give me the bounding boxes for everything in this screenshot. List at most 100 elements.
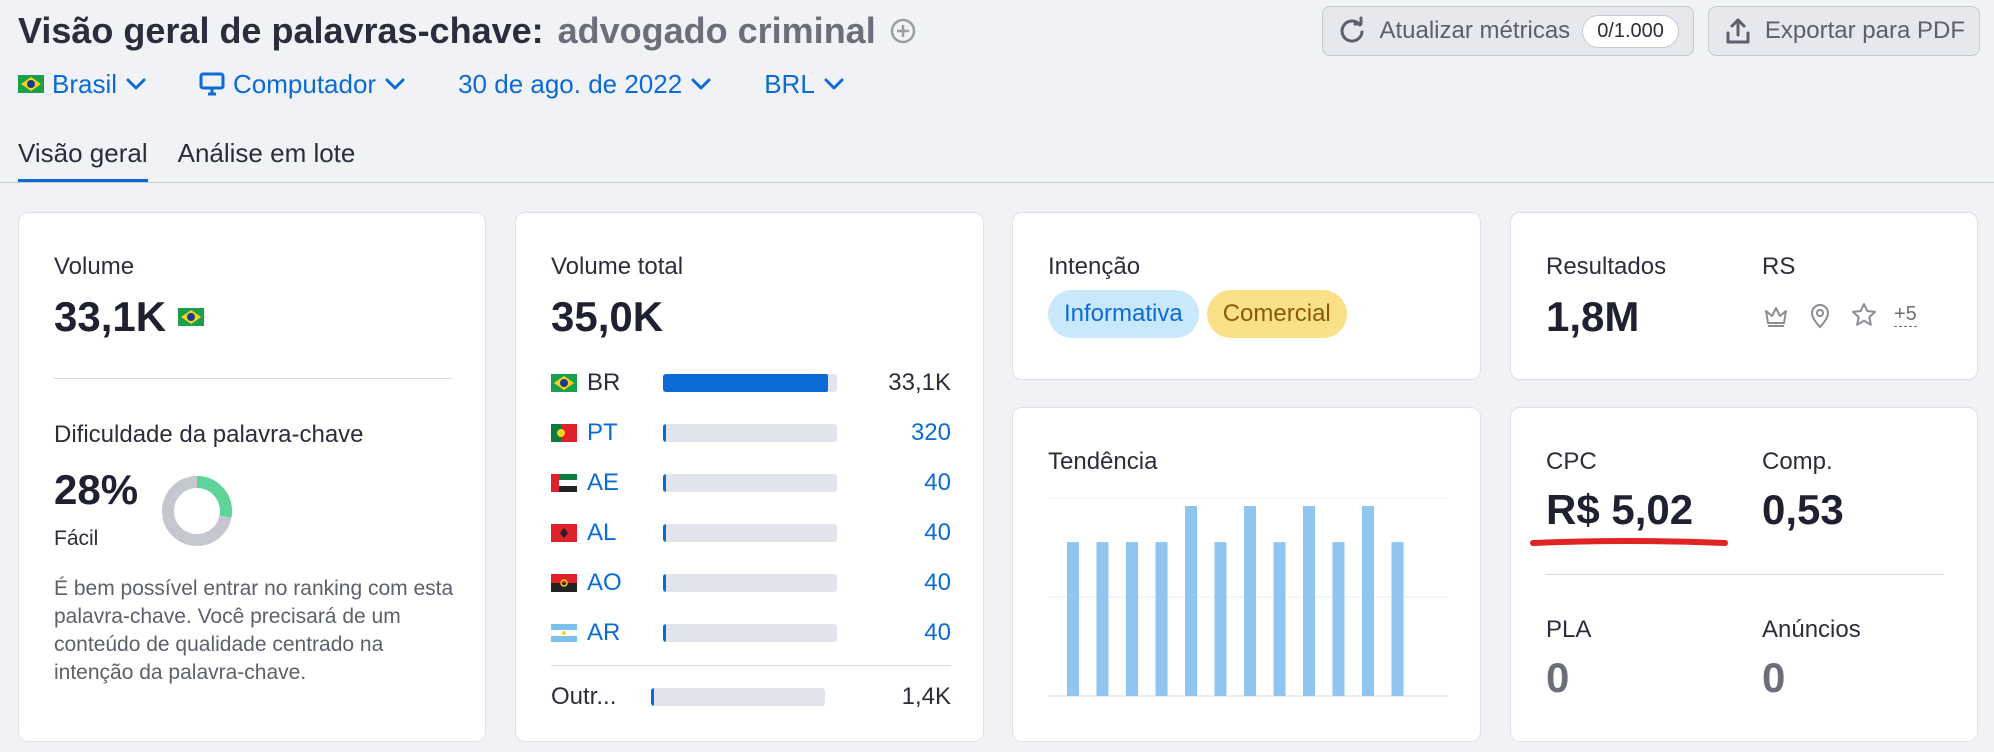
export-icon xyxy=(1726,18,1750,44)
country-volume-link[interactable]: 320 xyxy=(910,419,951,446)
country-row-ae[interactable]: AE 40 xyxy=(551,465,951,501)
country-volume: 33,1K xyxy=(888,369,951,396)
tab-overview[interactable]: Visão geral xyxy=(18,138,148,183)
chevron-down-icon xyxy=(126,78,146,90)
trend-card: Tendência xyxy=(1012,407,1481,742)
trend-bar-chart xyxy=(1048,498,1448,697)
country-row-other: Outr... 1,4K xyxy=(551,679,951,715)
country-volume-link[interactable]: 40 xyxy=(924,569,951,596)
chevron-down-icon xyxy=(691,78,711,90)
country-volume-link[interactable]: 40 xyxy=(924,619,951,646)
difficulty-donut-arc xyxy=(162,476,232,546)
brazil-flag-icon xyxy=(18,75,44,93)
device-filter-label: Computador xyxy=(233,68,377,99)
pla-value: 0 xyxy=(1546,654,1570,701)
country-volume-bar xyxy=(663,524,837,542)
ads-value: 0 xyxy=(1762,654,1786,701)
country-volume-bar xyxy=(651,688,825,706)
add-circle-icon[interactable] xyxy=(888,16,918,46)
country-row-pt[interactable]: PT 320 xyxy=(551,415,951,451)
argentina-flag-icon xyxy=(551,624,577,642)
trend-label: Tendência xyxy=(1048,448,1158,475)
serp-features-label: RS xyxy=(1762,253,1796,280)
country-code-link[interactable]: AE xyxy=(587,469,620,496)
date-filter-label: 30 de ago. de 2022 xyxy=(458,68,683,99)
filter-bar: Brasil Computador 30 de ago. de 2022 BRL xyxy=(18,62,897,106)
chevron-down-icon xyxy=(824,78,844,90)
trend-bar[interactable] xyxy=(1185,506,1197,696)
trend-bar[interactable] xyxy=(1126,542,1138,696)
tab-bar: Visão geral Análise em lote xyxy=(18,138,355,183)
country-volume-bar-fill xyxy=(663,474,667,492)
competition-value: 0,53 xyxy=(1762,486,1844,533)
export-label: Exportar para PDF xyxy=(1764,17,1965,44)
volume-label: Volume xyxy=(54,253,135,280)
trend-bar[interactable] xyxy=(1067,542,1079,696)
location-pin-icon xyxy=(1810,304,1830,329)
intent-tags: Informativa Comercial xyxy=(1048,290,1347,338)
country-code-link[interactable]: AR xyxy=(587,619,621,646)
trend-bar[interactable] xyxy=(1362,506,1374,696)
card-divider xyxy=(1546,574,1944,575)
country-volume-bar-fill xyxy=(651,688,655,706)
country-volume-link[interactable]: 40 xyxy=(924,469,951,496)
currency-filter[interactable]: BRL xyxy=(764,69,845,100)
results-label: Resultados xyxy=(1546,253,1667,280)
other-countries-volume: 1,4K xyxy=(901,683,951,710)
trend-bar[interactable] xyxy=(1155,542,1168,696)
portugal-flag-icon xyxy=(551,424,577,442)
trend-bar[interactable] xyxy=(1096,542,1109,696)
ads-label: Anúncios xyxy=(1762,616,1861,643)
country-volume-bar xyxy=(663,374,837,392)
total-volume-label: Volume total xyxy=(551,253,684,280)
currency-filter-label: BRL xyxy=(764,68,815,99)
cpc-card: CPC R$ 5,02 Comp. 0,53 PLA 0 Anúncios 0 xyxy=(1510,407,1978,742)
difficulty-description: É bem possível entrar no ranking com est… xyxy=(54,577,454,684)
export-pdf-button[interactable]: Exportar para PDF xyxy=(1707,6,1980,56)
keyword-difficulty-value: 28% xyxy=(54,466,139,513)
volume-value: 33,1K xyxy=(54,293,167,340)
page-header: Visão geral de palavras-chave: advogado … xyxy=(18,6,1980,56)
trend-bar[interactable] xyxy=(1244,506,1256,696)
country-filter-label: Brasil xyxy=(52,68,118,99)
country-volume-bar-fill xyxy=(663,424,667,442)
pla-label: PLA xyxy=(1546,616,1592,643)
country-row-ao[interactable]: AO 40 xyxy=(551,565,951,601)
country-code: BR xyxy=(587,369,621,396)
serp-features-more[interactable]: +5 xyxy=(1894,303,1917,327)
other-countries-label: Outr... xyxy=(551,683,617,710)
trend-bar[interactable] xyxy=(1214,542,1227,696)
results-card: Resultados 1,8M RS +5 xyxy=(1510,212,1978,380)
trend-bar[interactable] xyxy=(1391,542,1404,696)
trend-bar[interactable] xyxy=(1273,542,1286,696)
cpc-value: R$ 5,02 xyxy=(1546,486,1694,533)
refresh-metrics-button[interactable]: Atualizar métricas 0/1.000 xyxy=(1322,6,1694,56)
device-filter[interactable]: Computador xyxy=(199,69,406,100)
country-code-link[interactable]: AO xyxy=(587,569,622,596)
albania-flag-icon xyxy=(551,524,577,542)
country-volume-bar-fill xyxy=(663,374,829,392)
star-icon xyxy=(1852,303,1876,326)
chevron-down-icon xyxy=(385,78,405,90)
keyword-difficulty-label: Dificuldade da palavra-chave xyxy=(54,421,364,448)
country-row-ar[interactable]: AR 40 xyxy=(551,615,951,651)
refresh-icon xyxy=(1341,16,1364,43)
keyword-title: advogado criminal xyxy=(557,10,876,51)
country-volume-bar xyxy=(663,624,837,642)
date-filter[interactable]: 30 de ago. de 2022 xyxy=(458,69,712,100)
volume-value-row: 33,1K xyxy=(54,293,205,341)
trend-bar[interactable] xyxy=(1303,506,1315,696)
country-code-link[interactable]: PT xyxy=(587,419,618,446)
country-filter[interactable]: Brasil xyxy=(18,69,147,100)
card-divider xyxy=(54,378,452,379)
country-code-link[interactable]: AL xyxy=(587,519,617,546)
country-volume-link[interactable]: 40 xyxy=(924,519,951,546)
country-row-al[interactable]: AL 40 xyxy=(551,515,951,551)
volume-card: Volume 33,1K Dificuldade da palavra-chav… xyxy=(18,212,486,742)
competition-label: Comp. xyxy=(1762,448,1833,475)
tab-batch-analysis[interactable]: Análise em lote xyxy=(177,138,356,168)
monitor-icon xyxy=(199,72,225,96)
trend-bar[interactable] xyxy=(1332,542,1345,696)
country-row-br: BR 33,1K xyxy=(551,365,951,401)
country-volume-bar-fill xyxy=(663,574,667,592)
